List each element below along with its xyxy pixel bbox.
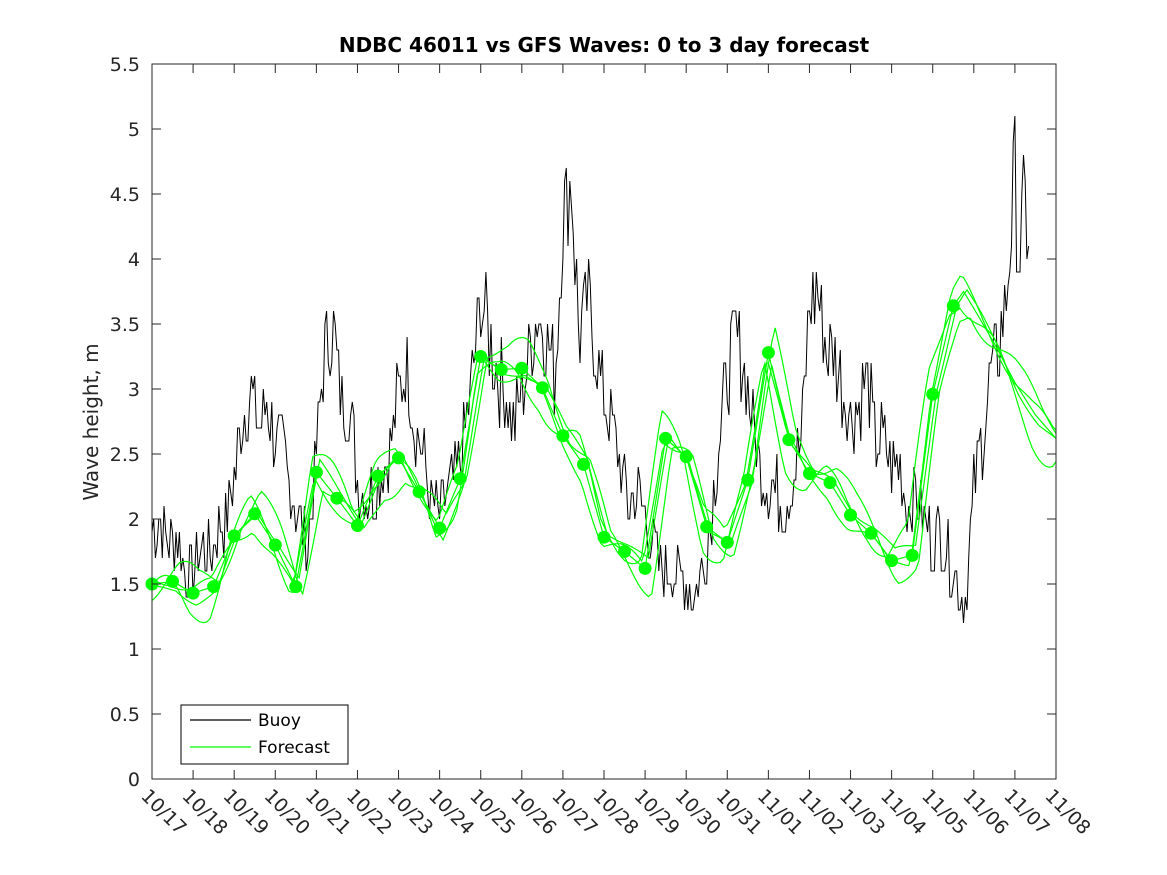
forecast-marker <box>618 545 631 558</box>
y-tick-label: 2 <box>128 509 140 531</box>
y-tick-label: 2.5 <box>110 444 140 466</box>
forecast-marker <box>926 387 940 401</box>
forecast-marker <box>556 429 570 443</box>
forecast-line-4 <box>152 307 1056 624</box>
forecast-marker <box>885 554 899 568</box>
forecast-marker <box>289 580 303 594</box>
forecast-marker <box>371 469 385 483</box>
y-axis-label: Wave height, m <box>79 343 103 500</box>
y-tick-label: 5 <box>128 119 140 141</box>
forecast-marker <box>782 433 796 447</box>
legend-buoy-label: Buoy <box>258 711 301 731</box>
forecast-marker <box>720 535 734 549</box>
forecast-marker <box>761 346 775 360</box>
forecast-marker <box>700 520 714 534</box>
forecast-marker <box>330 491 344 505</box>
forecast-marker <box>268 538 282 552</box>
forecast-marker <box>946 299 960 313</box>
forecast-marker <box>186 586 200 600</box>
y-tick-label: 4 <box>128 249 140 271</box>
y-tick-label: 0 <box>128 769 140 791</box>
forecast-marker <box>741 473 755 487</box>
y-tick-label: 3 <box>128 379 140 401</box>
y-tick-label: 1.5 <box>110 574 140 596</box>
forecast-line-1 <box>152 288 1056 606</box>
forecast-marker <box>207 580 221 594</box>
y-tick-label: 5.5 <box>110 54 140 76</box>
forecast-marker <box>412 485 426 499</box>
forecast-marker <box>392 451 405 465</box>
forecast-marker <box>638 561 652 575</box>
forecast-marker <box>248 507 262 521</box>
forecast-marker <box>453 472 467 486</box>
forecast-marker <box>803 467 816 480</box>
forecast-line-2 <box>152 275 1056 591</box>
forecast-marker <box>905 548 919 562</box>
legend: Buoy Forecast <box>180 704 349 765</box>
y-tick-label: 0.5 <box>110 704 140 726</box>
forecast-marker <box>309 465 323 479</box>
forecast-marker <box>433 521 447 535</box>
forecast-marker <box>494 363 508 376</box>
forecast-marker <box>474 350 488 363</box>
legend-forecast-label: Forecast <box>258 738 330 758</box>
forecast-marker <box>823 476 837 490</box>
y-tick-label: 1 <box>128 639 140 661</box>
forecast-marker <box>166 574 179 588</box>
forecast-marker <box>659 431 673 445</box>
forecast-marker <box>679 450 693 464</box>
forecast-marker <box>351 519 364 532</box>
forecast-marker <box>577 457 590 471</box>
forecast-marker <box>864 526 878 540</box>
forecast-marker <box>515 361 529 375</box>
y-tick-label: 3.5 <box>110 314 140 336</box>
forecast-line-3 <box>152 317 1056 602</box>
forecast-marker <box>227 529 241 543</box>
buoy-line <box>152 115 1030 624</box>
plot-area <box>145 115 1056 624</box>
forecast-marker <box>535 381 549 395</box>
forecast-marker <box>844 508 857 522</box>
y-tick-label: 4.5 <box>110 184 140 206</box>
chart-title: NDBC 46011 vs GFS Waves: 0 to 3 day fore… <box>339 33 870 57</box>
legend-box <box>180 704 349 765</box>
forecast-marker <box>597 530 611 544</box>
